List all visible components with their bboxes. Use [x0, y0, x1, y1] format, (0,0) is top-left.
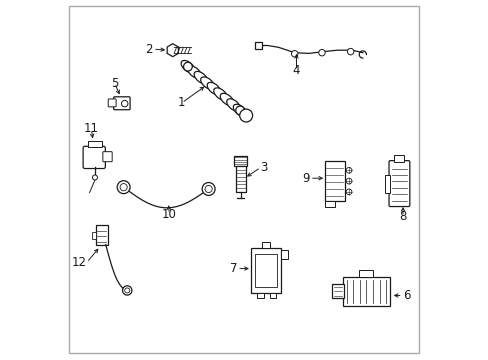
Ellipse shape — [233, 104, 246, 117]
Circle shape — [120, 184, 127, 191]
Bar — [254, 254, 277, 287]
Circle shape — [346, 189, 351, 195]
Ellipse shape — [220, 93, 233, 106]
FancyBboxPatch shape — [255, 42, 261, 49]
Bar — [385, 175, 389, 193]
Text: 5: 5 — [111, 77, 118, 90]
FancyBboxPatch shape — [388, 161, 409, 207]
Ellipse shape — [213, 88, 227, 100]
Bar — [92, 232, 96, 239]
Bar — [332, 284, 343, 298]
Circle shape — [204, 185, 212, 193]
Ellipse shape — [181, 60, 194, 73]
Ellipse shape — [194, 71, 207, 84]
FancyBboxPatch shape — [108, 99, 116, 107]
Bar — [235, 166, 246, 192]
Bar — [325, 161, 344, 201]
Circle shape — [346, 178, 351, 184]
Bar — [343, 277, 389, 306]
Circle shape — [92, 175, 97, 180]
Text: 8: 8 — [399, 210, 406, 223]
Bar — [250, 248, 281, 293]
Circle shape — [117, 181, 130, 194]
Text: 11: 11 — [84, 122, 99, 135]
Text: 4: 4 — [292, 64, 300, 77]
FancyBboxPatch shape — [261, 242, 270, 248]
Circle shape — [202, 183, 215, 195]
Circle shape — [239, 109, 252, 122]
Text: 3: 3 — [260, 161, 267, 174]
Circle shape — [346, 167, 351, 173]
Text: 6: 6 — [402, 289, 409, 302]
Ellipse shape — [200, 77, 214, 89]
Bar — [393, 155, 404, 162]
Text: 9: 9 — [302, 172, 309, 185]
Text: 2: 2 — [145, 42, 153, 55]
Text: 1: 1 — [178, 96, 185, 109]
Bar — [257, 293, 263, 298]
Bar — [325, 201, 334, 207]
Circle shape — [122, 286, 132, 295]
Ellipse shape — [207, 82, 221, 95]
Text: 10: 10 — [162, 208, 176, 221]
Bar — [269, 293, 276, 298]
Circle shape — [235, 106, 244, 115]
FancyBboxPatch shape — [102, 152, 112, 162]
FancyBboxPatch shape — [83, 146, 105, 168]
Circle shape — [318, 49, 325, 56]
Circle shape — [346, 48, 353, 55]
Bar — [281, 250, 287, 259]
Circle shape — [291, 50, 297, 57]
Circle shape — [124, 288, 129, 293]
Ellipse shape — [187, 66, 201, 78]
Circle shape — [121, 100, 128, 107]
Text: 7: 7 — [229, 262, 237, 275]
Circle shape — [183, 62, 192, 71]
FancyBboxPatch shape — [234, 156, 247, 166]
Ellipse shape — [226, 99, 240, 111]
FancyBboxPatch shape — [96, 225, 107, 244]
FancyBboxPatch shape — [113, 97, 130, 110]
Bar — [88, 141, 102, 147]
Text: 12: 12 — [72, 256, 86, 269]
Bar — [358, 270, 372, 277]
